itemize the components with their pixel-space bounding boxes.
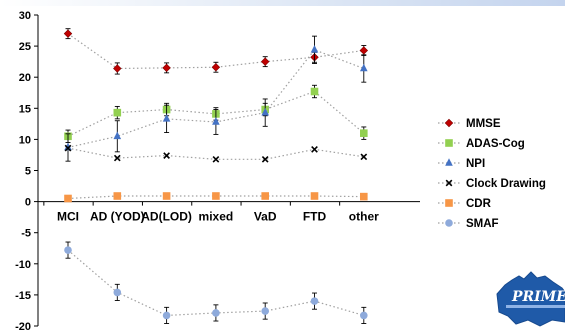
legend-marker [445,158,453,166]
series-line [67,147,364,160]
y-tick-label: -10 [15,259,31,271]
legend-label: ADAS-Cog [466,138,525,150]
legend-label: MMSE [466,118,501,130]
chart-axes: 30 25 20 15 10 5 0 -5 -10 -15 -20 MCI AD (YOD)AD(LOD… [15,10,420,333]
category-label: MCI [57,210,79,224]
y-tick-label: 25 [19,41,31,53]
data-point [211,63,221,72]
category-label: FTD [303,210,327,224]
data-point [212,155,220,163]
y-tick-label: 15 [19,103,31,115]
series-npi [64,35,368,162]
y-tick-label: -20 [15,321,31,333]
data-point [310,45,319,53]
legend-item: NPI [438,158,485,170]
data-point [260,57,270,66]
series-layer [63,28,369,324]
x-stroke [311,145,318,153]
y-tick-label: 20 [19,72,31,84]
logo-subtitle-line [506,305,565,308]
data-point [360,153,368,161]
data-point [360,63,368,72]
y-tick-label: 30 [19,10,31,22]
prime-logo: PRIME [496,271,565,327]
series-smaf [64,241,368,324]
series-cdr [64,192,368,203]
x-stroke [445,179,453,187]
category-label: other [349,210,379,224]
y-tick-label: 0 [25,197,31,209]
y-tick-label: -5 [21,228,31,240]
data-point [162,192,171,200]
x-stroke [64,144,72,152]
data-point [261,192,269,200]
category-label: VaD [254,210,277,224]
data-point [113,131,122,140]
data-point [163,152,170,159]
legend-label: NPI [466,158,485,170]
category-label: mixed [199,210,234,224]
x-stroke [113,154,121,162]
legend-label: CDR [466,198,492,210]
legend-item: ADAS-Cog [438,138,525,150]
legend-item: CDR [438,198,492,210]
series-clock-drawing [64,144,368,163]
data-point [63,29,73,38]
legend-marker [444,118,454,128]
data-point [162,114,171,122]
data-point [113,154,121,162]
data-point [64,246,72,254]
data-point [310,87,319,96]
data-point [261,307,270,315]
x-stroke [212,155,220,163]
data-point [360,192,368,201]
data-point [310,297,319,305]
data-point [261,107,269,116]
data-point [360,129,368,137]
series-mmse [63,28,369,75]
logo-text: PRIME [511,289,565,305]
legend-marker [445,139,453,147]
category-label: AD (YOD) [90,210,145,224]
data-point [113,192,122,200]
y-tick-label: 5 [25,166,31,178]
legend-label: SMAF [466,218,499,230]
y-tick-label: -15 [15,290,31,302]
data-point [212,192,220,200]
data-point [311,145,318,153]
legend-marker [445,179,453,187]
data-point [64,194,72,203]
category-label: AD(LOD) [141,210,192,224]
x-stroke [261,155,269,163]
data-point [310,192,319,200]
legend-item: MMSE [438,118,501,130]
legend-marker [445,199,453,207]
data-point [64,144,72,152]
data-point [113,64,122,73]
x-stroke [360,153,368,161]
data-point [162,311,171,320]
legend-marker [445,219,453,227]
legend-label: Clock Drawing [466,178,546,190]
legend-item: Clock Drawing [438,178,546,190]
data-point [212,117,220,125]
data-point [113,288,122,297]
data-point [360,311,368,320]
australia-map-shape [496,271,565,327]
x-stroke [163,152,170,159]
legend-item: SMAF [438,218,499,230]
data-point [261,155,269,163]
chart-legend: MMSE ADAS-Cog NPI Clock Drawing CDR SMAF [438,118,546,230]
top-gradient-bar [0,0,565,6]
data-point [212,309,220,317]
data-point [64,142,72,151]
data-point [162,63,171,73]
y-tick-label: 10 [19,134,31,146]
data-point [359,46,369,55]
data-point [113,108,122,117]
